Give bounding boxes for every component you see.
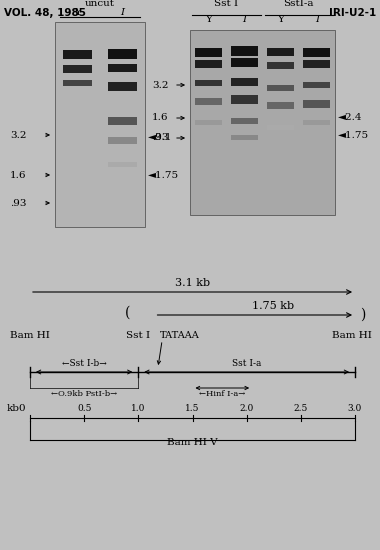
Text: Y: Y: [205, 15, 212, 24]
Text: I: I: [242, 15, 247, 24]
Text: 3.1 kb: 3.1 kb: [175, 278, 210, 288]
Bar: [190, 30, 335, 215]
Text: ←Sst I-b→: ←Sst I-b→: [62, 359, 106, 368]
Text: 1.75 kb: 1.75 kb: [252, 301, 294, 311]
Bar: [267, 85, 294, 91]
Bar: [108, 137, 137, 144]
Text: ←O.9kb PstI-b→: ←O.9kb PstI-b→: [51, 390, 117, 398]
Text: Sst I: Sst I: [214, 0, 238, 8]
Bar: [267, 48, 294, 56]
Text: 1.6: 1.6: [152, 113, 168, 123]
Bar: [231, 118, 258, 124]
Bar: [267, 125, 294, 130]
Text: 3.2: 3.2: [10, 130, 27, 140]
Text: .93: .93: [152, 134, 168, 142]
Bar: [108, 82, 137, 91]
Bar: [195, 98, 222, 105]
Text: ←Hinf I-a→: ←Hinf I-a→: [199, 390, 245, 398]
Text: Y: Y: [74, 8, 81, 17]
Text: IRI-U2-1: IRI-U2-1: [329, 8, 376, 18]
Text: 0.5: 0.5: [77, 404, 92, 413]
Text: TATAAA: TATAAA: [160, 331, 200, 340]
Text: 2.0: 2.0: [239, 404, 254, 413]
Text: 1.6: 1.6: [10, 170, 27, 179]
Bar: [231, 46, 258, 56]
Text: Bam HI: Bam HI: [332, 331, 372, 340]
Text: (: (: [125, 306, 130, 320]
Text: ): ): [360, 308, 366, 322]
Text: 1.5: 1.5: [185, 404, 200, 413]
Text: Sst I-a: Sst I-a: [232, 359, 261, 368]
Text: 1.0: 1.0: [131, 404, 146, 413]
Bar: [303, 60, 331, 68]
Bar: [303, 82, 331, 88]
Text: Y: Y: [277, 15, 284, 24]
Text: uncut: uncut: [85, 0, 115, 8]
Text: Bam HI: Bam HI: [10, 331, 50, 340]
Bar: [231, 78, 258, 86]
Text: VOL. 48, 1985: VOL. 48, 1985: [4, 8, 86, 18]
Text: .93: .93: [10, 199, 27, 207]
Bar: [303, 48, 331, 57]
Bar: [231, 135, 258, 140]
Bar: [195, 60, 222, 68]
Bar: [108, 117, 137, 125]
Bar: [303, 100, 331, 108]
Bar: [231, 58, 258, 67]
Bar: [108, 162, 137, 167]
Bar: [63, 50, 92, 59]
Text: 3.2: 3.2: [152, 80, 168, 90]
Bar: [267, 62, 294, 69]
Bar: [63, 80, 92, 86]
Bar: [55, 22, 145, 227]
Bar: [195, 120, 222, 125]
Bar: [195, 48, 222, 57]
Text: 3.0: 3.0: [348, 404, 362, 413]
Text: ◄3.1: ◄3.1: [148, 133, 173, 141]
Bar: [195, 80, 222, 86]
Text: I: I: [315, 15, 319, 24]
Bar: [267, 102, 294, 109]
Bar: [108, 64, 137, 72]
Text: ◄2.4: ◄2.4: [338, 113, 363, 123]
Text: ◄1.75: ◄1.75: [148, 170, 179, 179]
Text: Bam HI V: Bam HI V: [167, 438, 218, 447]
Text: I: I: [120, 8, 125, 17]
Text: kb0: kb0: [6, 404, 26, 413]
Bar: [303, 120, 331, 125]
Bar: [108, 49, 137, 59]
Text: Sst I: Sst I: [126, 331, 150, 340]
Bar: [63, 65, 92, 73]
Text: 2.5: 2.5: [294, 404, 308, 413]
Text: ◄1.75: ◄1.75: [338, 130, 369, 140]
Bar: [231, 95, 258, 104]
Text: SstI-a: SstI-a: [283, 0, 314, 8]
